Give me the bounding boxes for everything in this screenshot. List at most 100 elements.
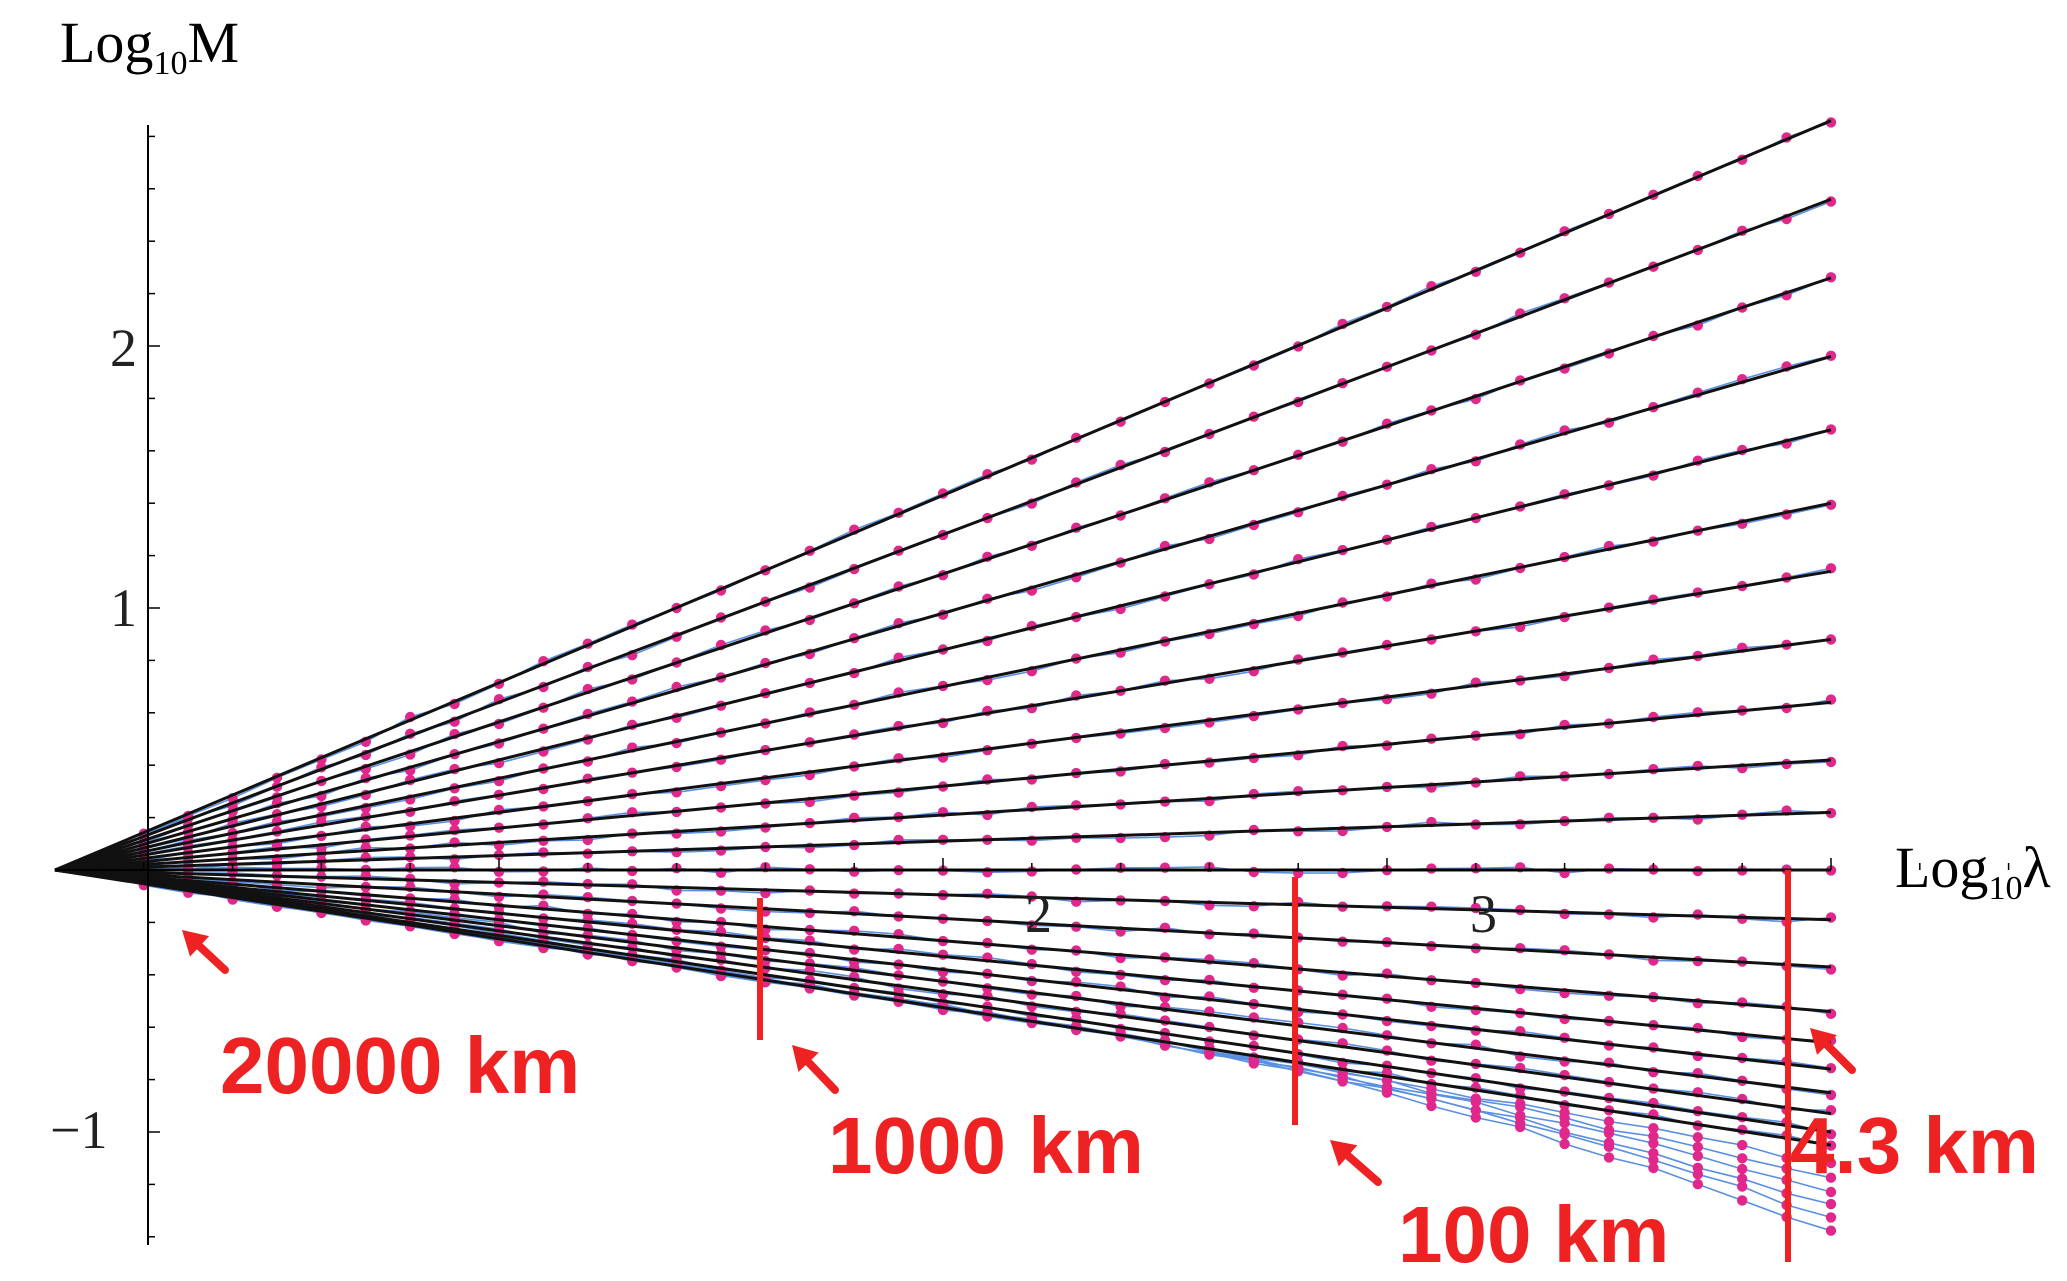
deviating-point-2-38: [1825, 1186, 1837, 1198]
y-tick-label-2: 2: [110, 318, 137, 378]
deviating-point-5-36: [1737, 1195, 1748, 1206]
arrow-20000km-head: [182, 930, 210, 957]
deviating-point-1-31: [1515, 1101, 1526, 1113]
fit-line-10: [54, 810, 1832, 872]
arrow-100km: [1330, 1140, 1382, 1186]
fit-line-6: [54, 569, 1832, 872]
x-axis-label: Log10λ: [1895, 835, 2051, 907]
data-point-10-26: [1293, 826, 1304, 837]
data-point-20-38: [1825, 1140, 1837, 1151]
data-point-2-38: [1825, 272, 1837, 283]
data-point-13-31: [1515, 943, 1526, 954]
y-tick-label-1: 1: [110, 578, 137, 638]
y-axis-label-var: M: [187, 10, 239, 75]
deviating-point-2-34: [1648, 1138, 1659, 1149]
arrow-4-3km-shaft: [1822, 1040, 1856, 1074]
deviating-point-3-36: [1737, 1173, 1748, 1184]
deviating-point-0-34: [1648, 1123, 1659, 1134]
deviating-point-0-38: [1825, 1157, 1837, 1169]
fit-line-16: [54, 868, 1832, 1071]
data-layer: [54, 117, 1837, 1236]
fit-line-19: [54, 868, 1832, 1134]
deviating-point-0-33: [1603, 1116, 1615, 1127]
y-axis-label-base: Log: [60, 10, 153, 75]
fit-line-14: [54, 868, 1832, 1013]
data-point-9-26: [1293, 786, 1304, 797]
data-point-12-9: [538, 876, 549, 887]
fit-line-12: [54, 868, 1832, 922]
y-axis-label-sub: 10: [153, 45, 187, 82]
data-point-3-38: [1825, 350, 1837, 361]
fit-line-8: [54, 700, 1832, 872]
deviating-point-5-30: [1470, 1112, 1482, 1123]
deviating-point-0-36: [1737, 1139, 1748, 1151]
fit-line-5: [54, 501, 1832, 872]
fit-line-17: [54, 868, 1832, 1095]
data-point-10-33: [1603, 812, 1615, 823]
x-axis-label-base: Log: [1895, 835, 1988, 900]
deviating-point-4-33: [1603, 1141, 1615, 1153]
deviating-point-2-32: [1559, 1118, 1570, 1129]
fit-line-7: [54, 637, 1832, 872]
data-point-13-25: [1248, 928, 1260, 939]
deviating-point-5-28: [1381, 1087, 1393, 1098]
arrow-20000km-shaft: [195, 942, 229, 974]
deviating-point-5-27: [1337, 1075, 1348, 1087]
arrow-1000km-head: [792, 1045, 819, 1073]
deviating-point-4-34: [1648, 1154, 1659, 1166]
deviating-point-0-35: [1692, 1132, 1704, 1143]
axes: [55, 125, 2010, 1245]
arrow-4-3km-head: [1810, 1028, 1837, 1055]
deviating-point-1-35: [1692, 1141, 1704, 1153]
data-point-12-29: [1426, 901, 1437, 912]
deviating-point-5-31: [1515, 1121, 1526, 1133]
data-point-12-13: [715, 885, 727, 896]
deviating-point-5-38: [1825, 1225, 1837, 1236]
deviating-point-5-33: [1603, 1152, 1615, 1163]
fit-line-20: [54, 868, 1832, 1147]
deviating-point-5-34: [1648, 1162, 1659, 1174]
arrow-1000km-shaft: [804, 1058, 839, 1094]
deviating-point-2-33: [1603, 1128, 1615, 1139]
fit-line-0: [54, 119, 1832, 872]
deviating-point-2-35: [1692, 1150, 1704, 1162]
fit-line-15: [54, 868, 1832, 1045]
deviating-point-4-38: [1825, 1212, 1837, 1223]
deviating-point-2-30: [1470, 1096, 1482, 1108]
data-point-13-10: [582, 892, 593, 903]
arrow-1000km: [792, 1045, 839, 1094]
data-point-10-9: [538, 847, 549, 858]
arrow-4-3km: [1810, 1028, 1856, 1074]
y-tick-label-neg1: −1: [50, 1100, 107, 1160]
deviating-point-3-38: [1825, 1198, 1837, 1210]
annotation-100km: 100 km: [1398, 1190, 1669, 1279]
data-point-12-11: [627, 879, 638, 890]
deviating-point-4-35: [1692, 1169, 1704, 1180]
data-point-10-31: [1515, 819, 1526, 830]
data-point-5-38: [1825, 499, 1837, 510]
x-tick-label-2: 2: [1025, 884, 1052, 944]
fit-line-3: [54, 355, 1832, 872]
fit-line-18: [54, 868, 1832, 1116]
data-point-0-38: [1825, 117, 1837, 128]
deviating-point-2-36: [1737, 1163, 1748, 1175]
data-point-9-38: [1825, 756, 1837, 768]
x-axis-label-var: λ: [2022, 835, 2050, 900]
fit-line-2: [54, 276, 1832, 872]
fit-line-13: [54, 868, 1832, 969]
data-point-11-25: [1248, 866, 1260, 878]
deviating-point-4-36: [1737, 1181, 1748, 1192]
annotation-20000km: 20000 km: [220, 1021, 580, 1110]
deviating-point-5-35: [1692, 1179, 1704, 1190]
deviating-point-4-32: [1559, 1129, 1570, 1140]
data-point-9-34: [1648, 764, 1659, 775]
deviating-point-1-38: [1825, 1172, 1837, 1183]
fit-line-9: [54, 758, 1832, 872]
deviating-point-4-29: [1426, 1093, 1437, 1105]
arrow-20000km: [182, 930, 229, 974]
fit-line-4: [54, 428, 1832, 872]
x-axis-label-sub: 10: [1988, 870, 2022, 907]
arrow-100km-head: [1330, 1140, 1358, 1167]
annotations: [182, 870, 1856, 1262]
